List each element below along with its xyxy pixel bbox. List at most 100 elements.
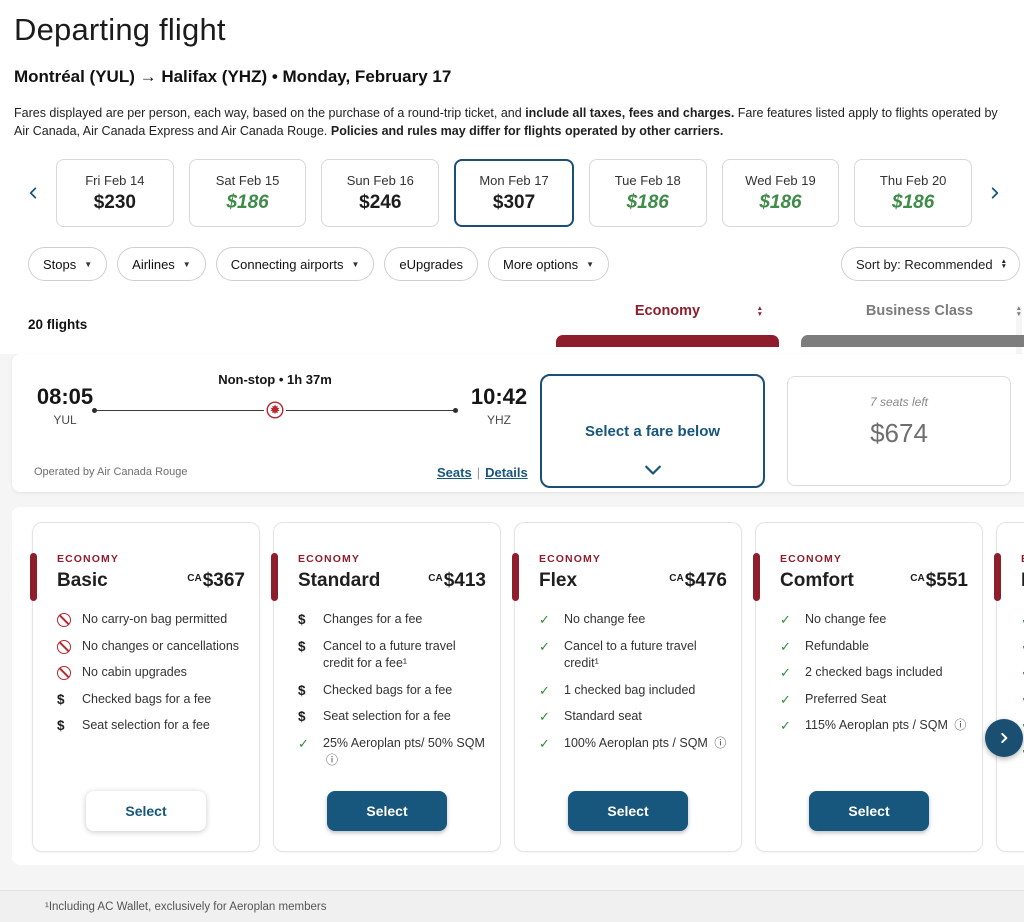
flight-links: Seats | Details (437, 465, 528, 480)
currency-label: CA (428, 573, 443, 585)
fare-cabin-label: ECONOMY (539, 553, 601, 566)
date-card[interactable]: Wed Feb 19 $186 (721, 159, 840, 228)
info-icon[interactable]: ⓘ (326, 753, 339, 768)
select-standard-button[interactable]: Select (327, 791, 447, 832)
fare-feature: No changes or cancellations (57, 638, 245, 656)
fare-feature: No cabin upgrades (57, 664, 245, 682)
date-strip: Fri Feb 14 $230 Sat Feb 15 $186 Sun Feb … (14, 159, 1010, 228)
fare-feature: $ Seat selection for a fee (57, 717, 245, 735)
fare-feature-text: Seat selection for a fee (323, 709, 451, 724)
disclaimer-bold-text: Policies and rules may differ for flight… (330, 124, 724, 139)
sort-dropdown[interactable]: Sort by: Recommended ▲ ▼ (840, 247, 1020, 282)
filter-pill-label: Stops (43, 256, 77, 272)
fare-name: Comfort (780, 570, 854, 592)
fare-feature-list: ✓ No change fee ✓ Cancel to a future travel… (539, 611, 727, 752)
date-card[interactable]: Fri Feb 14 $230 (56, 159, 174, 228)
check-icon: ✓ (780, 665, 791, 681)
fare-feature-text: No changes or cancellations (82, 638, 240, 653)
column-header-business[interactable]: Business Class ▲ ▼ (801, 303, 1024, 884)
arrival-airport-code: YHZ (487, 413, 511, 428)
date-card[interactable]: Sat Feb 15 $186 (188, 159, 307, 228)
currency-label: CA (669, 573, 684, 585)
results-section: 08:05 YUL Non-stop • 1h 37m 10:42 YHZ Op… (0, 354, 1024, 922)
economy-column-label: Economy (634, 303, 701, 320)
chevron-down-icon: ▼ (84, 259, 93, 269)
timeline-start-dot (92, 407, 97, 413)
fare-feature: ✓ 2 checked bags included (780, 664, 968, 682)
date-card[interactable]: Sun Feb 16 $246 (321, 159, 440, 228)
fare-disclaimer: Fares displayed are per person, each way… (14, 104, 1010, 140)
next-dates-button[interactable] (984, 178, 1006, 208)
timeline-line (97, 409, 264, 411)
date-card-price: $186 (759, 191, 802, 213)
select-fare-below-label: Select a fare below (584, 422, 721, 440)
fare-name: Basic (57, 570, 108, 592)
fare-options-panel: ECONOMY Basic CA$367 No carry-on bag per… (12, 507, 1024, 866)
details-link[interactable]: Details (485, 465, 528, 481)
filter-pill[interactable]: eUpgrades (384, 247, 478, 282)
fare-cabin-label: ECONOMY (57, 553, 119, 566)
fare-amount: $413 (443, 570, 486, 592)
fare-feature: ✓ 25% Aeroplan pts/ 50% SQM ⓘ (298, 735, 486, 770)
select-basic-button[interactable]: Select (86, 791, 206, 832)
seats-link[interactable]: Seats (437, 465, 472, 481)
select-comfort-button[interactable]: Select (809, 791, 929, 832)
prohibited-icon (57, 664, 73, 681)
previous-dates-button[interactable] (22, 178, 44, 208)
date-card[interactable]: Mon Feb 17 $307 (454, 159, 574, 228)
fare-feature-text: Standard seat (564, 709, 642, 724)
fare-card-comfort: ECONOMY Comfort CA$551 ✓ No change fee ✓ Re… (753, 522, 983, 853)
filter-pill[interactable]: Connecting airports ▼ (215, 247, 375, 282)
fee-icon: $ (57, 718, 65, 734)
check-icon: ✓ (1021, 715, 1024, 732)
filter-bar: Stops ▼ Airlines ▼ Connecting airports ▼… (14, 247, 1020, 282)
chevron-down-icon: ▼ (351, 259, 360, 269)
date-card-price: $186 (226, 191, 269, 213)
check-icon: ✓ (1021, 689, 1024, 706)
date-card[interactable]: Thu Feb 20 $186 (854, 159, 973, 228)
filter-pill[interactable]: More options ▼ (487, 247, 610, 282)
date-card-label: Sun Feb 16 (346, 172, 414, 188)
results-header: 20 flights Economy ▲ ▼ Business Class ▲ ▼ (14, 301, 1024, 884)
check-icon: ✓ (1021, 741, 1024, 758)
date-card-label: Thu Feb 20 (879, 172, 947, 188)
filter-pill-label: Airlines (132, 256, 175, 272)
flight-result-card: 08:05 YUL Non-stop • 1h 37m 10:42 YHZ Op… (12, 354, 1024, 493)
check-icon: ✓ (539, 709, 550, 725)
fare-card-flex: ECONOMY Flex CA$476 ✓ No change fee ✓ Cance… (512, 522, 742, 853)
date-card-label: Tue Feb 18 (614, 172, 681, 188)
select-flex-button[interactable]: Select (568, 791, 688, 832)
select-fare-below-button[interactable]: Select a fare below (540, 374, 765, 489)
fare-feature: ✓ 100% Aeroplan pts / SQM ⓘ (539, 735, 727, 753)
date-card-label: Mon Feb 17 (479, 172, 549, 188)
check-icon: ✓ (1021, 663, 1024, 680)
filter-pill-label: Connecting airports (230, 256, 344, 272)
fare-feature: ✓ Cancel to a future travel credit¹ (539, 638, 727, 673)
filter-pill[interactable]: Stops ▼ (28, 247, 108, 282)
link-separator: | (476, 465, 481, 481)
sort-arrows-icon: ▲ ▼ (756, 305, 763, 318)
info-icon[interactable]: ⓘ (714, 735, 727, 750)
fare-feature: ✓ (1021, 611, 1024, 628)
departure-airport-code: YUL (53, 413, 77, 428)
fare-amount: $367 (202, 570, 245, 592)
info-icon[interactable]: ⓘ (954, 718, 967, 733)
fare-price: CA$367 (187, 570, 245, 592)
filter-pill[interactable]: Airlines ▼ (117, 247, 206, 282)
date-card[interactable]: Tue Feb 18 $186 (588, 159, 707, 228)
column-header-economy[interactable]: Economy ▲ ▼ (556, 303, 779, 319)
business-class-fare-box[interactable]: 7 seats left $674 (787, 376, 1011, 487)
departure-time: 08:05 (36, 384, 94, 410)
fare-feature-text: Checked bags for a fee (82, 691, 212, 706)
economy-column-bar (556, 335, 779, 348)
prohibited-icon (57, 611, 73, 628)
chevron-right-icon (1001, 733, 1008, 744)
next-fares-button[interactable] (985, 719, 1023, 758)
fare-feature: ✓ (1021, 637, 1024, 654)
fare-feature-text: 100% Aeroplan pts / SQM ⓘ (564, 735, 727, 750)
fare-feature-text: No change fee (805, 612, 887, 627)
business-column-label: Business Class (865, 303, 974, 320)
prohibited-icon (57, 638, 73, 655)
fare-feature-list: ✓ No change fee ✓ Refundable ✓ 2 checked bags… (780, 611, 968, 735)
timeline-line (286, 409, 453, 411)
